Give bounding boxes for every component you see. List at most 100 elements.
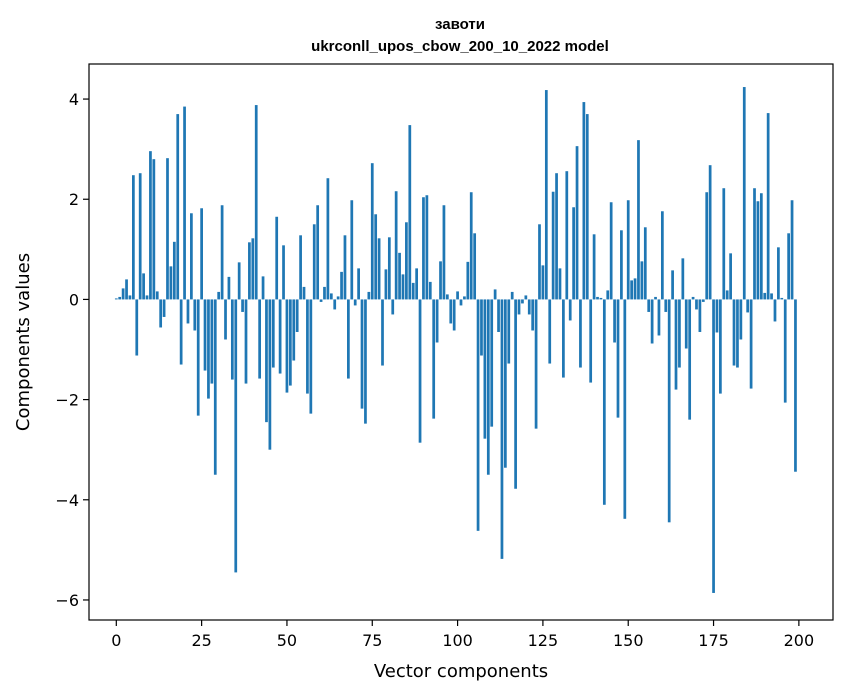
y-tick-label: 4 [69, 90, 79, 109]
bar-168 [688, 299, 692, 420]
bar-102 [463, 296, 466, 300]
bar-162 [667, 299, 671, 523]
x-tick-label: 125 [528, 631, 559, 650]
bar-48 [278, 299, 282, 374]
x-tick-label: 25 [191, 631, 211, 650]
bar-153 [637, 140, 640, 300]
bar-126 [544, 90, 548, 300]
bar-36 [237, 262, 241, 300]
bar-75 [370, 163, 374, 300]
bar-84 [401, 274, 405, 300]
bar-110 [490, 299, 494, 427]
bar-127 [548, 299, 552, 364]
x-tick-label: 175 [698, 631, 729, 650]
bar-114 [504, 299, 507, 468]
bar-11 [152, 159, 156, 300]
bar-31 [220, 205, 224, 300]
x-axis-ticks: 0 25 50 75 100 125 150 175 200 [111, 620, 814, 650]
bar-144 [606, 290, 610, 300]
bar-105 [473, 233, 477, 300]
bar-118 [517, 299, 521, 315]
y-tick-label: −2 [55, 391, 79, 410]
bar-174 [708, 165, 712, 300]
bar-155 [643, 227, 647, 300]
bar-109 [486, 299, 490, 475]
bar-190 [763, 292, 767, 300]
y-axis-label: Components values [13, 253, 34, 431]
bar-186 [749, 299, 753, 389]
bar-58 [312, 224, 316, 300]
bar-150 [626, 200, 630, 300]
bar-39 [248, 242, 251, 300]
bar-67 [343, 235, 347, 300]
bar-187 [753, 188, 756, 300]
bar-160 [660, 211, 664, 300]
bar-95 [439, 261, 442, 300]
bar-178 [722, 188, 726, 300]
bar-169 [691, 296, 695, 300]
bar-47 [275, 216, 279, 300]
bar-137 [582, 102, 586, 300]
bar-77 [377, 238, 381, 300]
bar-80 [387, 237, 391, 300]
bar-121 [527, 299, 531, 315]
bar-4 [128, 295, 132, 300]
bar-147 [616, 299, 620, 418]
bar-157 [650, 299, 654, 344]
x-tick-label: 100 [442, 631, 473, 650]
bar-100 [456, 291, 459, 300]
bar-140 [592, 234, 596, 300]
bar-192 [770, 293, 773, 300]
bar-92 [428, 281, 432, 300]
bar-87 [411, 282, 415, 300]
bar-25 [200, 208, 203, 300]
bar-97 [445, 294, 449, 300]
bar-156 [647, 299, 651, 312]
bar-1 [118, 296, 122, 300]
bar-182 [736, 299, 739, 368]
bar-158 [654, 296, 657, 300]
bar-180 [729, 253, 732, 300]
bar-148 [620, 230, 623, 300]
y-tick-label: −4 [55, 491, 79, 510]
bar-2 [121, 288, 125, 300]
bar-108 [483, 299, 487, 439]
x-tick-label: 50 [277, 631, 297, 650]
bar-63 [329, 293, 333, 300]
bar-43 [261, 276, 265, 300]
bar-199 [794, 299, 797, 472]
bar-29 [213, 299, 217, 475]
bar-161 [664, 299, 668, 312]
bar-18 [176, 114, 180, 300]
bar-8 [142, 273, 145, 300]
bar-45 [268, 299, 272, 450]
bar-183 [739, 299, 743, 340]
bar-165 [678, 299, 681, 368]
bar-54 [299, 235, 302, 300]
bar-125 [541, 265, 545, 300]
bar-146 [613, 299, 616, 343]
bar-9 [145, 295, 149, 300]
bar-28 [210, 299, 214, 384]
bar-151 [630, 280, 634, 300]
bar-167 [684, 299, 688, 349]
bar-7 [138, 173, 142, 300]
bar-163 [671, 270, 674, 300]
bar-24 [196, 299, 200, 416]
bar-93 [432, 299, 436, 419]
y-tick-label: −6 [55, 591, 79, 610]
bar-134 [572, 207, 575, 300]
bar-27 [207, 299, 210, 399]
bar-20 [183, 106, 186, 300]
x-axis-label: Vector components [374, 661, 548, 682]
bar-99 [452, 299, 456, 331]
bar-46 [271, 299, 275, 368]
bar-40 [251, 238, 255, 300]
bar-17 [172, 241, 176, 300]
bar-103 [466, 261, 470, 300]
bar-0 [114, 298, 118, 300]
bar-132 [565, 171, 569, 300]
bar-44 [265, 299, 268, 423]
bar-197 [787, 233, 790, 300]
bar-142 [599, 297, 603, 300]
